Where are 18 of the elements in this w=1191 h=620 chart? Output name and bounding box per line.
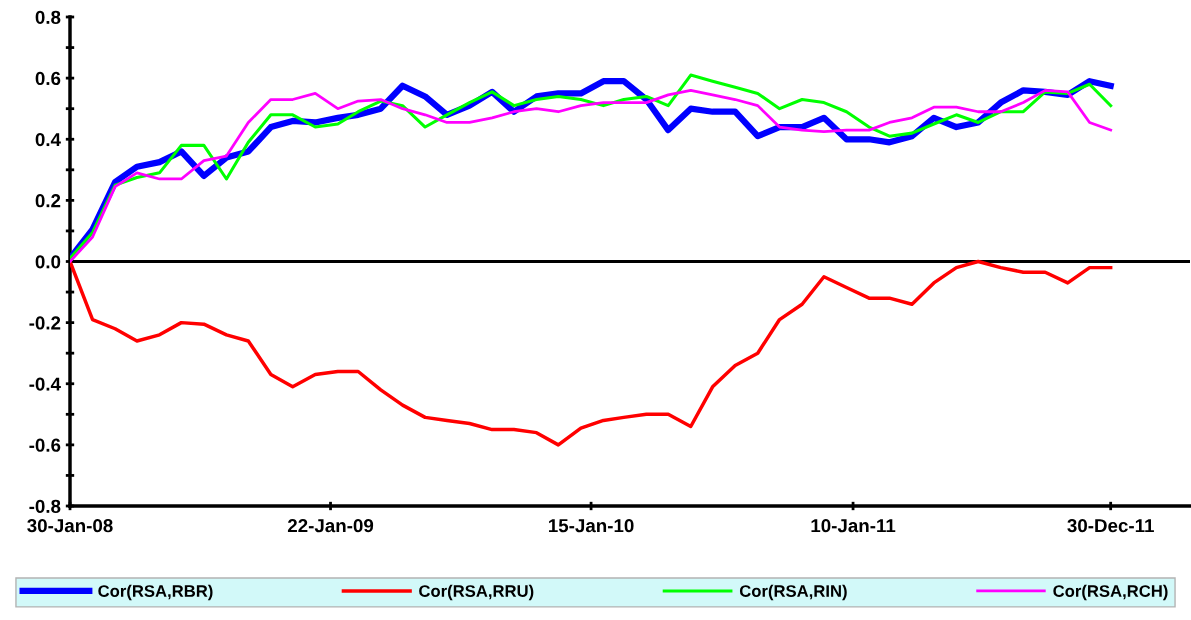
x-tick-label: 10-Jan-11 — [811, 519, 896, 533]
legend-label: Cor(RSA,RBR) — [98, 584, 213, 601]
y-tick-label: -0.8 — [29, 499, 61, 513]
y-tick-label: -0.6 — [29, 438, 61, 452]
y-tick-label: 0.4 — [35, 132, 61, 147]
x-tick-label: 30-Jan-08 — [27, 519, 113, 533]
y-tick-label: 0.0 — [35, 255, 61, 269]
y-tick-label: 0.2 — [35, 194, 61, 208]
y-tick-label: 0.8 — [35, 10, 61, 24]
y-tick-label: 0.6 — [35, 71, 61, 86]
y-tick-label: -0.4 — [29, 377, 61, 391]
y-tick-label: -0.2 — [29, 316, 61, 330]
x-tick-label: 15-Jan-10 — [549, 519, 634, 533]
legend-label: Cor(RSA,RCH) — [1053, 584, 1168, 601]
x-tick-label: 30-Dec-11 — [1067, 519, 1154, 533]
x-tick-label: 22-Jan-09 — [287, 519, 374, 533]
legend-label: Cor(RSA,RIN) — [739, 584, 847, 601]
legend-label: Cor(RSA,RRU) — [419, 584, 534, 601]
